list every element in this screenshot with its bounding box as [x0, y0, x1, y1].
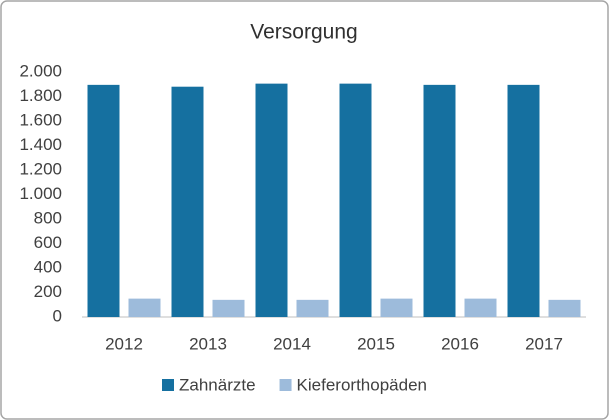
y-tick-label: 1.400	[19, 135, 62, 154]
y-tick-label: 600	[34, 233, 62, 252]
bar	[423, 84, 456, 317]
y-tick-label: 1.600	[19, 110, 62, 129]
bar	[339, 83, 372, 317]
x-tick-label: 2017	[525, 334, 563, 353]
legend-marker	[162, 379, 174, 391]
bar	[128, 298, 161, 317]
y-tick-label: 2.000	[19, 61, 62, 80]
bar	[87, 84, 120, 317]
bar	[212, 299, 245, 317]
legend-label: Kieferorthopäden	[297, 375, 427, 394]
x-tick-label: 2015	[357, 334, 395, 353]
y-tick-label: 1.000	[19, 184, 62, 203]
y-tick-label: 1.800	[19, 86, 62, 105]
bar	[171, 86, 204, 317]
y-tick-label: 0	[53, 306, 62, 325]
legend-marker	[279, 379, 292, 391]
y-tick-label: 1.200	[19, 159, 62, 178]
x-tick-label: 2016	[441, 334, 479, 353]
bar	[380, 298, 413, 317]
y-tick-label: 800	[34, 208, 62, 227]
bar	[548, 299, 581, 317]
y-tick-label: 200	[34, 282, 62, 301]
chart-title: Versorgung	[250, 21, 357, 44]
bar	[296, 299, 329, 317]
bar	[255, 83, 288, 317]
bar	[507, 84, 540, 317]
bar	[464, 298, 497, 317]
x-tick-label: 2012	[105, 334, 143, 353]
x-tick-label: 2014	[273, 334, 311, 353]
y-tick-label: 400	[34, 257, 62, 276]
x-tick-label: 2013	[189, 334, 227, 353]
legend-label: Zahnärzte	[179, 375, 256, 394]
